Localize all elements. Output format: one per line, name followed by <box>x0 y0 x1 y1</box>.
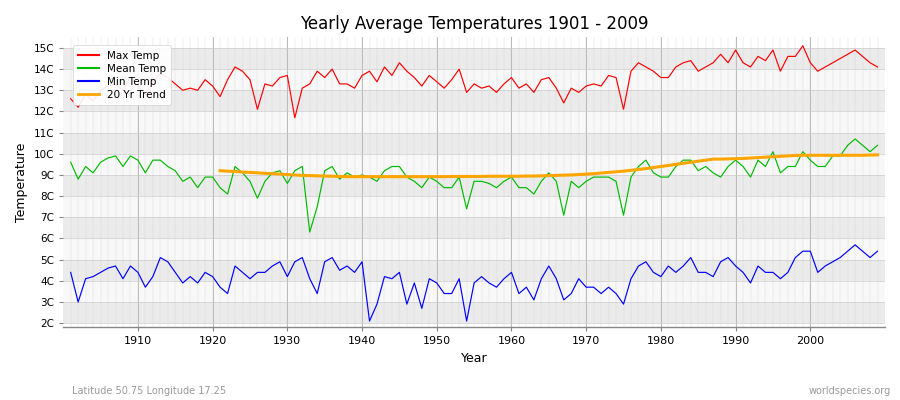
Legend: Max Temp, Mean Temp, Min Temp, 20 Yr Trend: Max Temp, Mean Temp, Min Temp, 20 Yr Tre… <box>73 46 171 105</box>
Bar <box>63 281 885 302</box>
Bar <box>63 175 885 196</box>
Title: Yearly Average Temperatures 1901 - 2009: Yearly Average Temperatures 1901 - 2009 <box>300 15 648 33</box>
Bar <box>63 238 885 260</box>
Bar <box>63 302 885 323</box>
Bar <box>63 133 885 154</box>
Y-axis label: Temperature: Temperature <box>15 143 28 222</box>
Bar <box>63 260 885 281</box>
Bar <box>63 48 885 69</box>
Text: Latitude 50.75 Longitude 17.25: Latitude 50.75 Longitude 17.25 <box>72 386 226 396</box>
Bar <box>63 154 885 175</box>
Bar <box>63 90 885 112</box>
Text: worldspecies.org: worldspecies.org <box>809 386 891 396</box>
Bar <box>63 217 885 238</box>
Bar <box>63 69 885 90</box>
Bar <box>63 112 885 133</box>
Bar <box>63 196 885 217</box>
X-axis label: Year: Year <box>461 352 488 365</box>
